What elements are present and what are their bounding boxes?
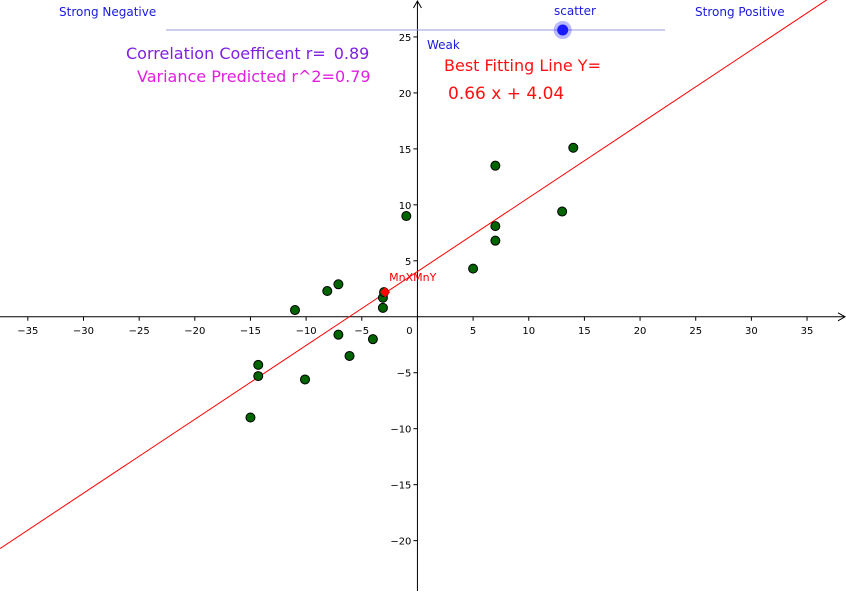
x-tick-label: 35 — [801, 326, 814, 337]
mean-point-label: MnXMnY — [389, 271, 436, 284]
y-tick-label: 5 — [405, 257, 411, 268]
x-tick-label: −25 — [129, 326, 150, 337]
x-tick-label: −15 — [240, 326, 261, 337]
x-tick-label: 0 — [406, 326, 412, 337]
x-tick-label: −20 — [184, 326, 205, 337]
y-tick-label: −5 — [397, 369, 412, 380]
x-tick-label: 20 — [634, 326, 647, 337]
y-tick-label: −15 — [390, 481, 411, 492]
x-tick-label: −5 — [354, 326, 369, 337]
data-point — [490, 221, 501, 232]
x-tick-label: −35 — [17, 326, 38, 337]
slider-knob[interactable] — [557, 24, 569, 36]
correlation-coefficient-text: Correlation Coefficent r= 0.89 — [126, 44, 369, 63]
x-tick-label: −30 — [73, 326, 94, 337]
data-point — [344, 350, 355, 361]
data-point — [333, 279, 344, 290]
data-point — [367, 334, 378, 345]
correlation-label: Correlation Coefficent r= — [126, 44, 326, 63]
variance-label: Variance Predicted r^2= — [137, 67, 335, 86]
correlation-value: 0.89 — [333, 44, 370, 63]
slider-name-label: scatter — [554, 4, 596, 18]
y-tick-label: 15 — [399, 145, 412, 156]
data-point — [490, 235, 501, 246]
x-tick-label: 5 — [470, 326, 476, 337]
data-point — [333, 329, 344, 340]
y-tick-label: −20 — [390, 537, 411, 548]
slider-label-strong-positive: Strong Positive — [695, 5, 785, 19]
y-tick-label: −10 — [390, 425, 411, 436]
data-point — [300, 374, 311, 385]
y-tick-label: 10 — [399, 201, 412, 212]
y-tick-label: 25 — [399, 33, 412, 44]
data-point — [468, 263, 479, 274]
best-fit-equation: 0.66 x + 4.04 — [448, 84, 565, 104]
x-tick-label: 25 — [689, 326, 702, 337]
data-point — [401, 211, 412, 222]
data-point — [377, 302, 388, 313]
y-axis-arrow — [412, 0, 422, 9]
variance-value: 0.79 — [334, 67, 371, 86]
slider-label-strong-negative: Strong Negative — [59, 5, 157, 19]
data-point — [322, 286, 333, 297]
data-point — [557, 206, 568, 217]
variance-predicted-text: Variance Predicted r^2=0.79 — [137, 67, 371, 86]
slider-label-weak: Weak — [427, 38, 460, 52]
x-axis-arrow — [837, 312, 846, 322]
x-tick-label: 10 — [522, 326, 535, 337]
x-tick-label: 30 — [745, 326, 758, 337]
data-point — [253, 359, 264, 370]
x-tick-label: −10 — [296, 326, 317, 337]
data-point — [490, 160, 501, 171]
data-point — [568, 142, 579, 153]
x-tick-label: 15 — [578, 326, 591, 337]
y-tick-label: 20 — [399, 89, 412, 100]
data-point — [245, 412, 256, 423]
data-point — [253, 371, 264, 382]
mean-point-marker — [380, 287, 391, 298]
data-point — [289, 305, 300, 316]
best-fit-line — [0, 0, 828, 549]
best-fit-label: Best Fitting Line Y= — [444, 56, 601, 75]
